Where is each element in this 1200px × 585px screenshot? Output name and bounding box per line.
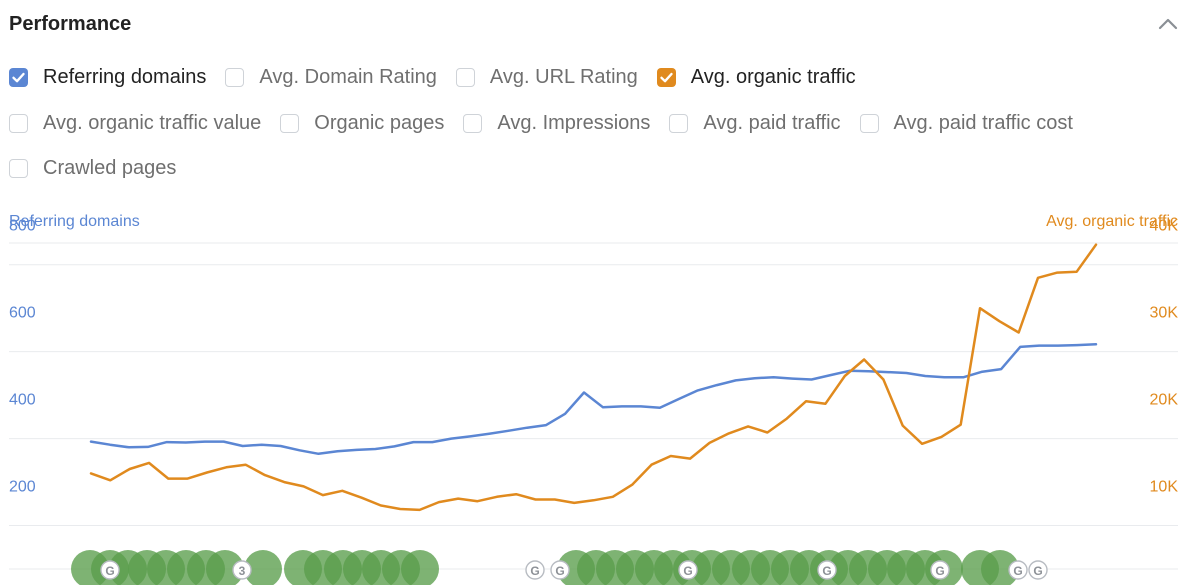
metric-options-row-3: Crawled pages [9, 157, 195, 180]
google-update-label: G [683, 564, 692, 578]
right-tick-label: 30K [1150, 305, 1179, 322]
update-marker[interactable] [981, 550, 1019, 585]
update-marker[interactable] [206, 550, 244, 585]
option-avg-impressions[interactable]: Avg. Impressions [463, 112, 650, 135]
option-label: Avg. Impressions [497, 112, 651, 134]
google-update-icon[interactable] [550, 560, 570, 580]
option-crawled-pages[interactable]: Crawled pages [9, 157, 176, 180]
option-label: Avg. paid traffic [703, 112, 841, 134]
checkbox[interactable] [455, 68, 475, 87]
left-tick-label: 200 [9, 479, 36, 496]
update-marker[interactable] [244, 550, 282, 585]
left-tick-label: 400 [9, 392, 36, 409]
option-label: Avg. organic traffic value [43, 112, 262, 134]
metric-options-row-2: Avg. organic traffic value Organic pages… [9, 112, 1092, 135]
option-avg-paid-traffic-cost[interactable]: Avg. paid traffic cost [859, 112, 1073, 135]
series-line-avg-organic-traffic [89, 243, 1098, 512]
google-update-label: G [1033, 564, 1042, 578]
google-update-markers: 3 G G GG G GG G [71, 550, 1048, 585]
google-update-icon[interactable] [232, 560, 252, 580]
checkbox[interactable] [669, 114, 689, 133]
right-tick-label: 40K [1150, 218, 1179, 235]
google-update-icon[interactable] [930, 560, 950, 580]
option-label: Avg. organic traffic [690, 66, 856, 88]
google-update-label: G [822, 564, 831, 578]
checkbox[interactable] [463, 114, 483, 133]
option-avg-domain-rating[interactable]: Avg. Domain Rating [225, 66, 437, 89]
google-update-icon[interactable] [100, 560, 120, 580]
option-avg-paid-traffic[interactable]: Avg. paid traffic [669, 112, 841, 135]
google-update-label: G [105, 564, 114, 578]
option-label: Avg. URL Rating [489, 66, 638, 88]
google-update-label: G [935, 564, 944, 578]
option-avg-organic-traffic[interactable]: Avg. organic traffic [656, 66, 856, 89]
left-tick-label: 600 [9, 305, 36, 322]
option-label: Crawled pages [43, 157, 177, 179]
right-axis-title: Avg. organic traffic [1046, 213, 1178, 230]
option-label: Avg. Domain Rating [259, 66, 437, 88]
collapse-button[interactable] [1154, 10, 1182, 38]
checkbox[interactable] [9, 159, 28, 178]
chart-series [89, 243, 1098, 512]
right-tick-label: 20K [1150, 392, 1179, 409]
left-axis-title: Referring domains [9, 213, 140, 230]
left-tick-label: 800 [9, 218, 36, 235]
google-update-label: G [530, 564, 539, 578]
google-update-label: G [555, 564, 564, 578]
google-update-icon[interactable] [817, 560, 837, 580]
chevron-up-icon [1158, 18, 1178, 30]
right-axis: 10K 20K 30K 40K [1150, 218, 1179, 496]
check-icon [660, 72, 673, 83]
left-axis: 200 400 600 800 [9, 218, 36, 496]
check-icon [12, 72, 25, 83]
option-label: Organic pages [314, 112, 445, 134]
series-line-referring-domains [89, 343, 1098, 456]
google-update-label: 3 [239, 564, 246, 578]
chart-gridlines [9, 242, 1178, 570]
google-update-icon[interactable] [678, 560, 698, 580]
google-update-icon[interactable] [1028, 560, 1048, 580]
google-update-label: G [1013, 564, 1022, 578]
checkbox[interactable] [225, 68, 245, 87]
checkbox[interactable] [9, 114, 28, 133]
right-tick-label: 10K [1150, 479, 1179, 496]
google-update-icon[interactable] [525, 560, 545, 580]
option-referring-domains[interactable]: Referring domains [9, 66, 206, 89]
performance-chart: Referring domains Avg. organic traffic 2… [9, 213, 1179, 585]
checkbox[interactable] [280, 114, 300, 133]
google-update-icon[interactable] [1008, 560, 1028, 580]
performance-header: Performance [9, 10, 1182, 38]
option-avg-organic-traffic-value[interactable]: Avg. organic traffic value [9, 112, 261, 135]
checkbox[interactable] [859, 114, 879, 133]
checkbox[interactable] [656, 68, 676, 87]
update-marker[interactable] [401, 550, 439, 585]
option-label: Referring domains [43, 66, 207, 88]
checkbox[interactable] [9, 68, 28, 87]
option-avg-url-rating[interactable]: Avg. URL Rating [455, 66, 638, 89]
section-title: Performance [9, 13, 132, 35]
option-organic-pages[interactable]: Organic pages [280, 112, 444, 135]
metric-options-row-1: Referring domains Avg. Domain Rating Avg… [9, 66, 875, 89]
option-label: Avg. paid traffic cost [893, 112, 1073, 134]
